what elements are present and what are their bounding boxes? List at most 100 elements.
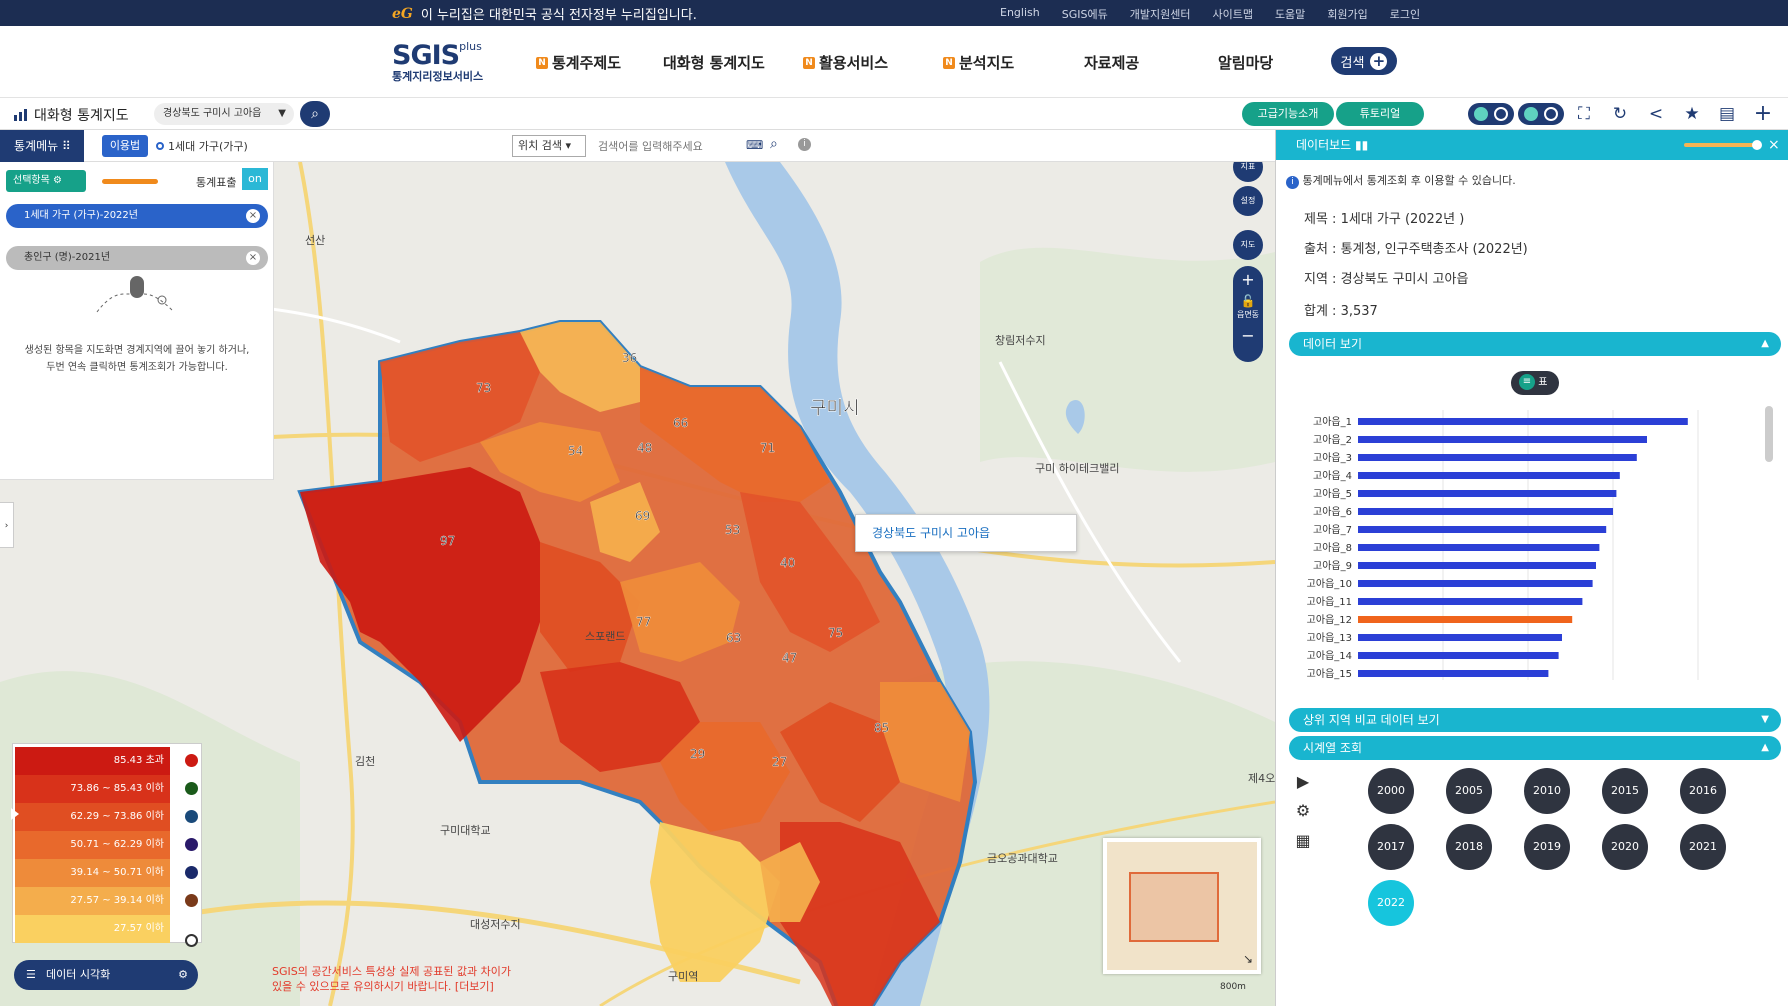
legend-color-swatch[interactable] xyxy=(185,810,198,823)
fullscreen-icon[interactable]: ⛶ xyxy=(1578,104,1590,124)
layer-mode-toggle[interactable] xyxy=(1518,103,1564,125)
legend-color-swatch[interactable] xyxy=(185,782,198,795)
left-panel-toggle[interactable]: › xyxy=(0,502,14,548)
chart-bar[interactable] xyxy=(1358,580,1593,587)
location-search-input[interactable] xyxy=(590,135,740,157)
basemap-button[interactable]: 지도 xyxy=(1233,230,1263,260)
gov-link[interactable]: 로그인 xyxy=(1389,8,1421,21)
share-icon[interactable]: < xyxy=(1648,104,1664,124)
minimap-collapse-icon[interactable]: ↘ xyxy=(1242,952,1253,966)
gov-link[interactable]: 회원가입 xyxy=(1327,8,1368,21)
chart-bar[interactable] xyxy=(1358,508,1613,515)
legend-null-icon[interactable] xyxy=(185,934,198,947)
location-search-select[interactable]: 위치 검색 ▾ xyxy=(512,135,586,157)
opacity-slider[interactable] xyxy=(102,179,158,184)
search-icon[interactable]: ⌕ xyxy=(770,136,778,152)
minimap-extent[interactable] xyxy=(1129,872,1219,942)
chart-bar[interactable] xyxy=(1358,490,1617,497)
year-button[interactable]: 2020 xyxy=(1602,824,1648,870)
nav-item[interactable]: N 분석지도 xyxy=(943,52,1014,73)
chart-bar[interactable] xyxy=(1358,436,1647,443)
add-icon[interactable]: + xyxy=(1753,101,1773,126)
gov-link[interactable]: 개발지원센터 xyxy=(1129,8,1191,21)
stat-menu-button[interactable]: 통계메뉴 ⠿ xyxy=(0,130,84,162)
nav-item[interactable]: 대화형 통계지도 xyxy=(663,52,765,73)
legend-range[interactable]: 50.71 ~ 62.29 이하 xyxy=(15,831,170,859)
nav-item[interactable]: N 활용서비스 xyxy=(803,52,888,73)
year-button[interactable]: 2021 xyxy=(1680,824,1726,870)
timeseries-header[interactable]: 시계열 조회 ▲ xyxy=(1289,736,1781,760)
legend-range[interactable]: 62.29 ~ 73.86 이하 xyxy=(15,803,170,831)
bookmark-star-icon[interactable]: ★ xyxy=(1684,104,1700,124)
tutorial-button[interactable]: 튜토리얼 xyxy=(1336,102,1424,126)
year-button[interactable]: 2015 xyxy=(1602,768,1648,814)
legend-color-swatch[interactable] xyxy=(185,894,198,907)
usage-guide-button[interactable]: 이용법 xyxy=(102,135,148,157)
grid-view-icon[interactable]: ▦ xyxy=(1295,831,1311,850)
legend-color-swatch[interactable] xyxy=(185,838,198,851)
close-icon[interactable]: × xyxy=(246,209,260,223)
report-document-icon[interactable]: ▤ xyxy=(1718,104,1736,124)
layer-item-active[interactable]: 1세대 가구 (가구)-2022년 × xyxy=(6,204,268,228)
legend-range[interactable]: 27.57 ~ 39.14 이하 xyxy=(15,887,170,915)
legend-range[interactable]: 27.57 이하 xyxy=(15,915,170,943)
legend-range[interactable]: 39.14 ~ 50.71 이하 xyxy=(15,859,170,887)
layer-item-inactive[interactable]: 총인구 (명)-2021년 × xyxy=(6,246,268,270)
zoom-in-button[interactable]: + xyxy=(1241,270,1255,289)
indicator-map-button[interactable]: 지표 xyxy=(1233,162,1263,182)
board-opacity-handle[interactable] xyxy=(1752,140,1762,150)
map-notice-more-link[interactable]: 있을 수 있으므로 유의하시기 바랍니다. [더보기] xyxy=(272,980,494,993)
year-button[interactable]: 2019 xyxy=(1524,824,1570,870)
nav-item[interactable]: 자료제공 xyxy=(1084,52,1139,73)
region-select[interactable]: 경상북도 구미시 고아읍 ▼ xyxy=(154,103,294,125)
chart-bar[interactable] xyxy=(1358,616,1573,623)
year-button[interactable]: 2010 xyxy=(1524,768,1570,814)
data-view-header[interactable]: 데이터 보기 ▲ xyxy=(1289,332,1781,356)
play-icon[interactable]: ▶ xyxy=(1296,772,1310,791)
advanced-features-button[interactable]: 고급기능소개 xyxy=(1242,102,1334,126)
chart-bar[interactable] xyxy=(1358,454,1637,461)
overview-minimap[interactable]: ↘ xyxy=(1103,838,1261,974)
year-button[interactable]: 2016 xyxy=(1680,768,1726,814)
chart-bar[interactable] xyxy=(1358,598,1583,605)
year-button[interactable]: 2005 xyxy=(1446,768,1492,814)
top-compare-header[interactable]: 상위 지역 비교 데이터 보기 ▼ xyxy=(1289,708,1781,732)
keyboard-icon[interactable]: ⌨ xyxy=(746,138,764,152)
zoom-out-button[interactable]: − xyxy=(1241,326,1255,345)
year-button[interactable]: 2022 xyxy=(1368,880,1414,926)
chart-bar[interactable] xyxy=(1358,544,1600,551)
refresh-icon[interactable]: ↻ xyxy=(1612,104,1628,124)
chart-bar[interactable] xyxy=(1358,670,1549,677)
gov-link[interactable]: 도움말 xyxy=(1274,8,1306,21)
selected-items-button[interactable]: 선택항목 ⚙ xyxy=(6,170,86,192)
close-icon[interactable]: × xyxy=(246,251,260,265)
global-search-button[interactable]: 검색 + xyxy=(1331,47,1397,75)
info-icon[interactable]: i xyxy=(798,138,811,151)
year-button[interactable]: 2017 xyxy=(1368,824,1414,870)
nav-item[interactable]: N 통계주제도 xyxy=(536,52,621,73)
sgis-logo[interactable]: SGISplus 통계지리정보서비스 xyxy=(392,40,483,84)
data-visualization-button[interactable]: ☰ 데이터 시각화 ⚙ xyxy=(14,960,198,990)
chart-bar[interactable] xyxy=(1358,652,1559,659)
nav-item[interactable]: 알림마당 xyxy=(1218,52,1273,73)
stat-view-toggle[interactable]: on xyxy=(242,168,268,190)
chart-bar[interactable] xyxy=(1358,634,1562,641)
chart-bar[interactable] xyxy=(1358,526,1607,533)
region-search-button[interactable]: ⌕ xyxy=(300,101,330,127)
legend-range[interactable]: 85.43 초과 xyxy=(15,747,170,775)
legend-check-icon[interactable] xyxy=(185,754,198,767)
chart-bar[interactable] xyxy=(1358,418,1688,425)
chart-bar[interactable] xyxy=(1358,472,1620,479)
gov-link[interactable]: English xyxy=(1000,6,1040,19)
chart-table-toggle[interactable]: ≡ 표 xyxy=(1511,371,1559,395)
chart-bar[interactable] xyxy=(1358,562,1596,569)
gov-link[interactable]: 사이트맵 xyxy=(1212,8,1253,21)
year-button[interactable]: 2018 xyxy=(1446,824,1492,870)
chart-scrollbar[interactable] xyxy=(1765,406,1773,462)
gear-icon[interactable]: ⚙ xyxy=(1295,801,1311,820)
board-opacity-slider[interactable] xyxy=(1684,143,1756,147)
legend-range[interactable]: 73.86 ~ 85.43 이하 xyxy=(15,775,170,803)
close-icon[interactable]: × xyxy=(1768,137,1780,153)
year-button[interactable]: 2000 xyxy=(1368,768,1414,814)
lock-icon[interactable]: 🔓 xyxy=(1240,294,1256,308)
